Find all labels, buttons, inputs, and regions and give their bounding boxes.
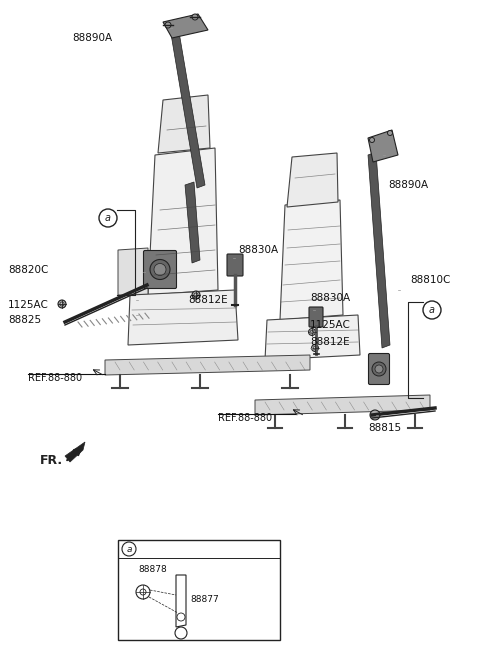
Polygon shape <box>163 14 208 38</box>
Polygon shape <box>368 130 398 162</box>
Circle shape <box>165 22 171 28</box>
Polygon shape <box>158 95 210 153</box>
Polygon shape <box>185 182 200 263</box>
FancyBboxPatch shape <box>309 307 323 327</box>
Polygon shape <box>65 442 85 462</box>
Text: 88825: 88825 <box>8 315 41 325</box>
FancyBboxPatch shape <box>144 251 177 289</box>
Text: 88890A: 88890A <box>72 33 112 43</box>
Circle shape <box>136 585 150 599</box>
Text: FR.: FR. <box>40 453 63 466</box>
FancyBboxPatch shape <box>227 254 243 276</box>
Text: REF.88-880: REF.88-880 <box>218 413 272 423</box>
Polygon shape <box>105 355 310 375</box>
Circle shape <box>194 293 198 297</box>
Circle shape <box>370 410 380 420</box>
Circle shape <box>310 330 314 334</box>
Circle shape <box>122 542 136 556</box>
Text: a: a <box>105 213 111 223</box>
Text: 1125AC: 1125AC <box>8 300 49 310</box>
Circle shape <box>99 209 117 227</box>
Circle shape <box>140 589 146 595</box>
Circle shape <box>387 131 393 136</box>
Circle shape <box>423 301 441 319</box>
Circle shape <box>192 291 200 299</box>
Circle shape <box>58 300 66 308</box>
Text: 88812E: 88812E <box>310 337 349 347</box>
FancyBboxPatch shape <box>369 354 389 384</box>
Text: 1125AC: 1125AC <box>310 320 351 330</box>
Circle shape <box>154 264 166 276</box>
Circle shape <box>192 14 198 20</box>
Text: a: a <box>126 544 132 554</box>
Text: 88877: 88877 <box>190 596 219 604</box>
Polygon shape <box>368 152 390 348</box>
Text: 88815: 88815 <box>368 423 401 433</box>
Circle shape <box>372 362 386 376</box>
Text: 88820C: 88820C <box>8 265 48 275</box>
Circle shape <box>150 260 170 279</box>
Circle shape <box>177 613 185 621</box>
Text: REF.88-880: REF.88-880 <box>28 373 82 383</box>
Circle shape <box>60 302 64 306</box>
Text: 88830A: 88830A <box>238 245 278 255</box>
Polygon shape <box>128 290 238 345</box>
Text: 88878: 88878 <box>138 565 167 575</box>
Circle shape <box>375 365 383 373</box>
Text: 88830A: 88830A <box>310 293 350 303</box>
Text: 88890A: 88890A <box>388 180 428 190</box>
Circle shape <box>309 329 315 335</box>
Text: a: a <box>429 305 435 315</box>
Polygon shape <box>287 153 338 207</box>
Circle shape <box>312 344 319 352</box>
Text: 88810C: 88810C <box>410 275 450 285</box>
Polygon shape <box>280 200 343 320</box>
Polygon shape <box>148 148 218 295</box>
Polygon shape <box>170 26 205 188</box>
Circle shape <box>370 138 374 142</box>
Circle shape <box>313 346 317 350</box>
Polygon shape <box>255 395 430 415</box>
Text: 88812E: 88812E <box>188 295 228 305</box>
Polygon shape <box>118 248 148 295</box>
Polygon shape <box>265 315 360 360</box>
Bar <box>118 540 280 640</box>
Circle shape <box>175 627 187 639</box>
